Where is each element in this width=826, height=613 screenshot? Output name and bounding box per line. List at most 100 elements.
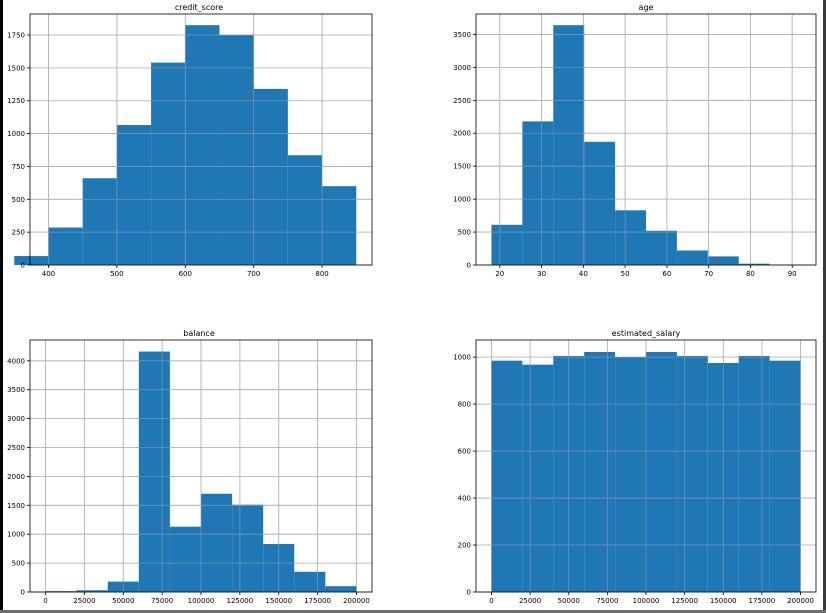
subplot-balance: balance 0 25000 50000 75000 100000 125000 1500…: [7, 329, 373, 605]
y-tick-label: 1000: [7, 130, 25, 138]
histogram-bar: [522, 121, 554, 265]
histogram-bar: [14, 256, 49, 265]
histogram-bar: [676, 250, 708, 265]
histogram-bar: [201, 493, 233, 592]
x-tick-label: 60: [662, 270, 671, 278]
histogram-bar: [553, 25, 585, 265]
histogram-bar: [294, 571, 326, 592]
x-tick-label: 25000: [519, 597, 541, 605]
axes-frame: [475, 13, 817, 266]
bars: [491, 25, 801, 265]
y-tick-label: 0: [467, 262, 471, 270]
x-tick-label: 150000: [710, 597, 737, 605]
x-tick-label: 100000: [188, 597, 215, 605]
y-tick-label: 3500: [7, 386, 25, 394]
y-tick-label: 3000: [7, 415, 25, 423]
histogram-bar: [769, 360, 801, 592]
x-tick-label: 400: [42, 270, 55, 278]
x-tick-label: 600: [179, 270, 192, 278]
y-tick-label: 3500: [453, 31, 471, 39]
x-tick-label: 175000: [304, 597, 331, 605]
histogram-bar: [138, 351, 170, 592]
x-tick-label: 25000: [73, 597, 95, 605]
x-tick-label: 50000: [558, 597, 580, 605]
y-tick-label: 3000: [453, 64, 471, 72]
y-tick-label: 1000: [453, 196, 471, 204]
y-tick-label: 2000: [453, 130, 471, 138]
subplot-estimated-salary: estimated_salary 0 25000 50000 75000 100000 1…: [453, 329, 817, 605]
histogram-bar: [491, 224, 523, 265]
histogram-bar: [584, 351, 616, 592]
x-tick-label: 75000: [596, 597, 618, 605]
x-tick-label: 800: [315, 270, 328, 278]
histogram-bar: [646, 230, 677, 265]
subplot-title: estimated_salary: [612, 329, 681, 338]
x-tick-label: 100000: [633, 597, 660, 605]
histogram-bar: [232, 504, 264, 592]
y-tick-label: 1500: [7, 64, 25, 72]
window-edge-left: [0, 0, 3, 613]
y-tick-label: 1000: [7, 531, 25, 539]
histogram-bar: [151, 62, 186, 266]
x-tick-label: 80: [746, 270, 755, 278]
y-tick-label: 2500: [453, 97, 471, 105]
x-tick-label: 700: [247, 270, 260, 278]
bars: [45, 351, 357, 592]
histogram-bar: [116, 125, 152, 266]
histogram-bar: [615, 357, 646, 592]
subplot-title: credit_score: [175, 3, 223, 12]
x-tick-label: 20: [495, 270, 504, 278]
gridlines-overlay: [476, 14, 816, 266]
x-tick-label: 90: [788, 270, 797, 278]
histogram-bar: [646, 351, 677, 592]
subplot-title: balance: [183, 329, 215, 338]
y-tick-label: 0: [467, 589, 471, 597]
x-tick-label: 200000: [343, 597, 370, 605]
y-tick-label: 0: [21, 589, 25, 597]
y-tick-label: 1500: [7, 502, 25, 510]
histogram-bar: [491, 360, 523, 592]
window-edge-bottom: [0, 610, 826, 613]
x-tick-label: 175000: [749, 597, 776, 605]
histogram-bar: [584, 141, 616, 265]
subplot-credit-score: credit_score 400 500 600 700 800 0 250 500 750 10…: [7, 3, 373, 278]
histogram-bar: [738, 263, 770, 265]
y-tick-label: 750: [12, 163, 25, 171]
x-tick-label: 40: [579, 270, 588, 278]
histogram-bar: [322, 186, 357, 265]
histogram-bar: [185, 25, 220, 266]
x-tick-label: 0: [43, 597, 47, 605]
y-tick-label: 250: [12, 229, 25, 237]
x-tick-label: 125000: [671, 597, 698, 605]
histogram-bar: [219, 35, 254, 265]
histogram-bar: [325, 586, 357, 592]
y-tick-label: 4000: [7, 357, 25, 365]
y-tick-label: 0: [21, 262, 25, 270]
histogram-bar: [738, 355, 770, 592]
x-tick-label: 500: [110, 270, 123, 278]
histogram-bar: [169, 526, 201, 592]
y-tick-label: 500: [458, 229, 471, 237]
x-tick-label: 75000: [151, 597, 173, 605]
y-tick-label: 1750: [7, 32, 25, 40]
x-tick-label: 50000: [112, 597, 134, 605]
y-tick-label: 2500: [7, 444, 25, 452]
x-tick-label: 200000: [787, 597, 814, 605]
histogram-bar: [676, 355, 708, 592]
y-tick-label: 500: [12, 560, 25, 568]
x-tick-label: 70: [704, 270, 713, 278]
axes-frame: [29, 13, 373, 266]
x-tick-label: 50: [621, 270, 630, 278]
y-tick-label: 200: [458, 542, 471, 550]
y-tick-label: 2000: [7, 473, 25, 481]
bars: [14, 25, 357, 266]
window-edge-right: [823, 0, 826, 613]
histogram-bar: [707, 256, 739, 265]
x-tick-label: 150000: [265, 597, 292, 605]
x-tick-label: 0: [489, 597, 493, 605]
histogram-bar: [48, 227, 83, 265]
x-tick-label: 30: [537, 270, 546, 278]
histogram-bar: [253, 88, 288, 265]
